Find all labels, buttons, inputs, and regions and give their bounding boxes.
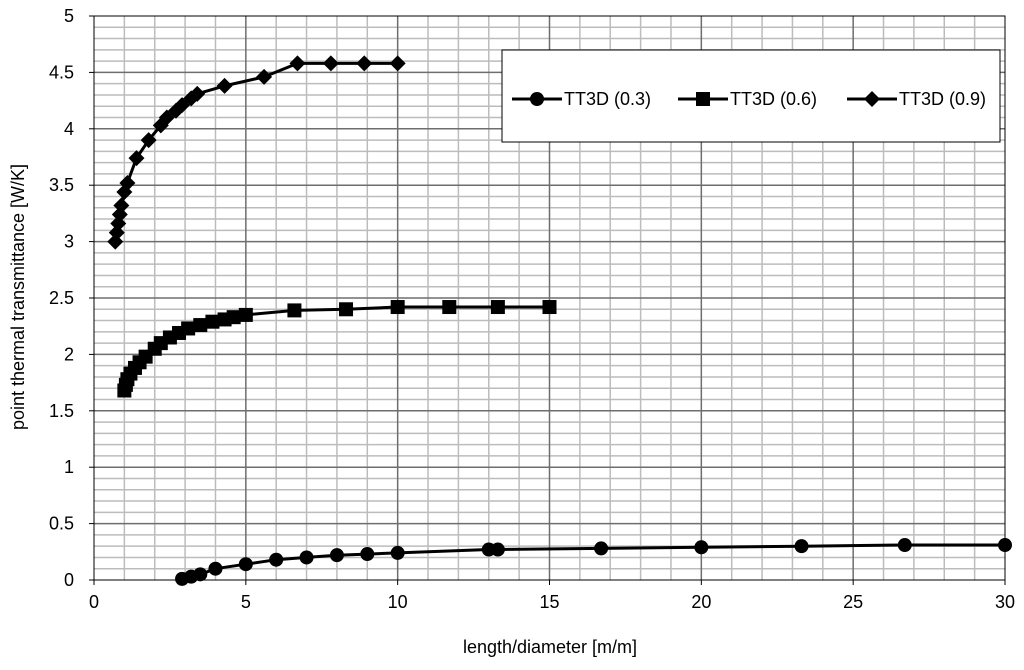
data-point-circle bbox=[897, 538, 912, 553]
data-point-circle bbox=[208, 561, 223, 576]
x-tick-label: 10 bbox=[388, 592, 408, 612]
legend-label: TT3D (0.6) bbox=[730, 89, 817, 109]
series-circle bbox=[175, 538, 1012, 586]
legend-box bbox=[501, 49, 1001, 143]
y-tick-label: 3 bbox=[64, 232, 74, 252]
y-tick-label: 4.5 bbox=[49, 62, 74, 82]
legend-item: TT3D (0.6) bbox=[678, 89, 817, 109]
data-point-diamond bbox=[140, 132, 157, 149]
data-point-diamond bbox=[289, 55, 306, 72]
legend-marker-circle bbox=[530, 92, 544, 106]
y-tick-label: 4 bbox=[64, 119, 74, 139]
data-point-circle bbox=[694, 540, 709, 555]
data-point-square bbox=[442, 300, 457, 315]
data-point-diamond bbox=[256, 68, 273, 85]
legend-marker-diamond bbox=[864, 91, 880, 107]
data-point-diamond bbox=[113, 197, 130, 214]
data-point-circle bbox=[360, 547, 375, 562]
y-axis-label: point thermal transmittance [W/K] bbox=[8, 164, 28, 430]
data-point-square bbox=[181, 321, 196, 336]
y-tick-label: 2.5 bbox=[49, 288, 74, 308]
data-point-circle bbox=[193, 567, 208, 582]
series-layer bbox=[107, 55, 1012, 586]
data-point-square bbox=[390, 300, 405, 315]
data-point-diamond bbox=[119, 174, 136, 191]
data-point-circle bbox=[998, 538, 1012, 553]
legend-marker-square bbox=[696, 92, 710, 106]
legend: TT3D (0.3) TT3D (0.6) TT3D (0.9) bbox=[501, 49, 1001, 143]
data-point-diamond bbox=[128, 150, 145, 167]
x-tick-label: 0 bbox=[89, 592, 99, 612]
x-tick-label: 25 bbox=[843, 592, 863, 612]
data-point-circle bbox=[594, 541, 609, 556]
data-point-square bbox=[226, 310, 241, 325]
y-tick-label: 0 bbox=[64, 570, 74, 590]
series-square bbox=[117, 300, 557, 398]
data-point-circle bbox=[390, 545, 405, 560]
data-point-circle bbox=[238, 557, 253, 572]
y-tick-label: 5 bbox=[64, 6, 74, 26]
data-point-square bbox=[193, 318, 208, 333]
data-point-circle bbox=[299, 550, 314, 565]
x-tick-label: 15 bbox=[539, 592, 559, 612]
legend-items: TT3D (0.3) TT3D (0.6) TT3D (0.9) bbox=[512, 89, 986, 109]
data-point-square bbox=[542, 300, 557, 315]
data-point-diamond bbox=[389, 55, 406, 72]
data-point-diamond bbox=[216, 77, 233, 94]
x-tick-label: 20 bbox=[691, 592, 711, 612]
series-line bbox=[113, 61, 398, 242]
data-point-diamond bbox=[189, 85, 206, 102]
x-tick-label: 30 bbox=[995, 592, 1015, 612]
legend-label: TT3D (0.9) bbox=[899, 89, 986, 109]
axis-tick-labels: 0 5 10 15 20 25 30 0 0.5 1 1.5 2 2.5 3 3.5 4 4.5 5 bbox=[49, 6, 1015, 612]
x-axis-label: length/diameter [m/m] bbox=[463, 637, 637, 657]
data-point-circle bbox=[490, 542, 505, 557]
x-tick-label: 5 bbox=[241, 592, 251, 612]
y-tick-label: 2 bbox=[64, 344, 74, 364]
data-point-square bbox=[490, 300, 505, 315]
series-diamond bbox=[107, 55, 406, 250]
legend-label: TT3D (0.3) bbox=[564, 89, 651, 109]
data-point-square bbox=[205, 314, 220, 329]
data-point-circle bbox=[794, 539, 809, 554]
data-point-diamond bbox=[356, 55, 373, 72]
y-tick-label: 3.5 bbox=[49, 175, 74, 195]
data-point-circle bbox=[329, 548, 344, 563]
data-point-circle bbox=[269, 552, 284, 567]
data-point-square bbox=[238, 307, 253, 322]
legend-item: TT3D (0.3) bbox=[512, 89, 651, 109]
data-point-square bbox=[287, 303, 302, 318]
data-point-square bbox=[339, 302, 354, 317]
y-tick-label: 0.5 bbox=[49, 514, 74, 534]
data-point-diamond bbox=[322, 55, 339, 72]
y-tick-label: 1.5 bbox=[49, 401, 74, 421]
legend-item: TT3D (0.9) bbox=[847, 89, 986, 109]
y-tick-label: 1 bbox=[64, 457, 74, 477]
